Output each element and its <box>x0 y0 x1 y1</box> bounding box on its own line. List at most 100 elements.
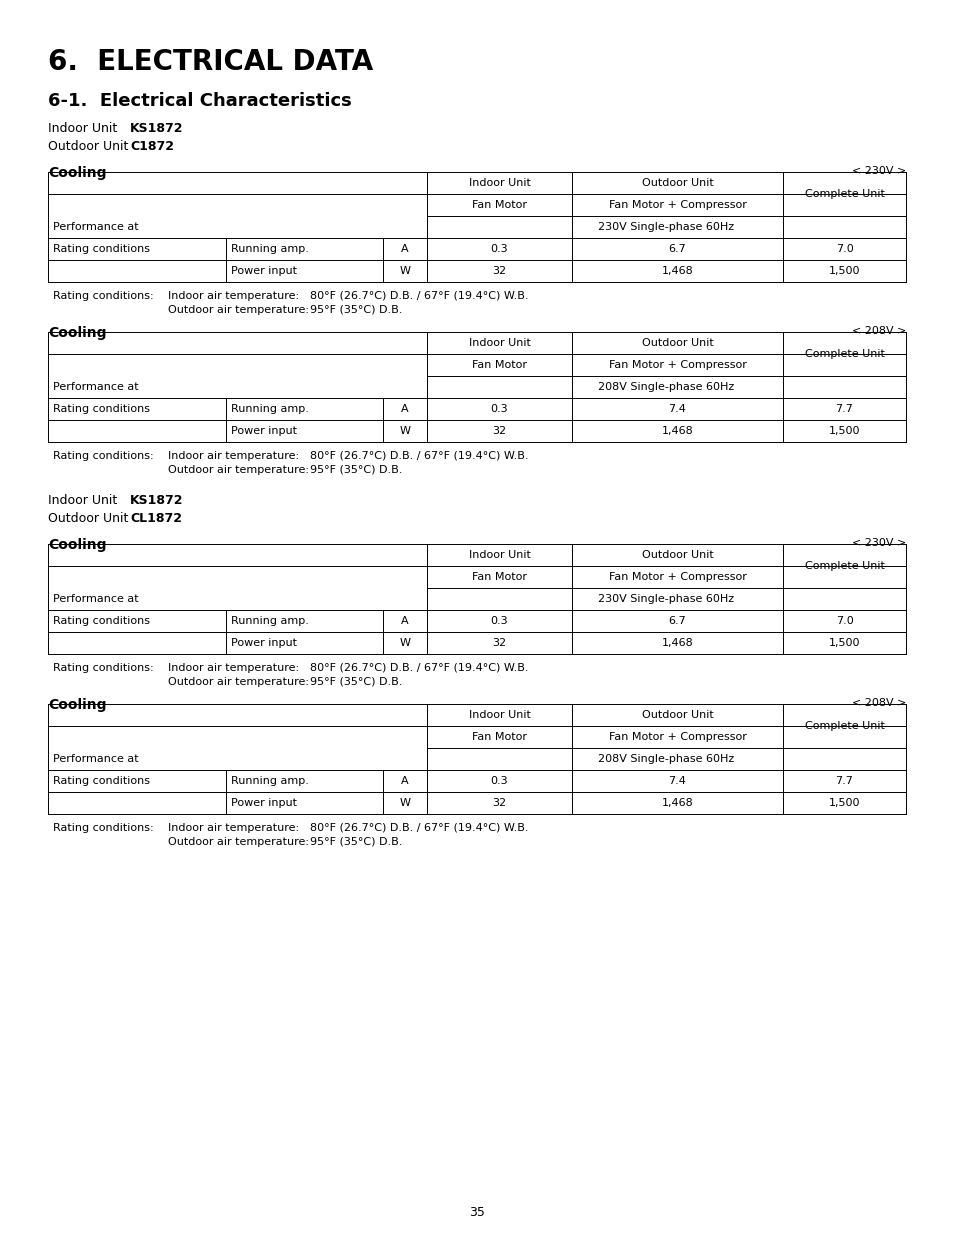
Text: Fan Motor + Compressor: Fan Motor + Compressor <box>608 359 745 370</box>
Text: KS1872: KS1872 <box>130 122 183 135</box>
Text: W: W <box>399 426 410 436</box>
Text: Rating conditions: Rating conditions <box>53 776 150 785</box>
Text: 1,500: 1,500 <box>828 426 860 436</box>
Text: KS1872: KS1872 <box>130 494 183 508</box>
Text: Running amp.: Running amp. <box>231 616 309 626</box>
Text: Rating conditions: Rating conditions <box>53 404 150 414</box>
Text: 80°F (26.7°C) D.B. / 67°F (19.4°C) W.B.: 80°F (26.7°C) D.B. / 67°F (19.4°C) W.B. <box>310 451 528 461</box>
Text: 208V Single-phase 60Hz: 208V Single-phase 60Hz <box>598 382 734 391</box>
Text: 1,468: 1,468 <box>661 266 693 275</box>
Text: Running amp.: Running amp. <box>231 245 309 254</box>
Text: Outdoor Unit: Outdoor Unit <box>641 710 713 720</box>
Text: 7.0: 7.0 <box>835 245 853 254</box>
Text: Outdoor Unit: Outdoor Unit <box>641 338 713 348</box>
Text: Complete Unit: Complete Unit <box>803 189 883 199</box>
Text: 0.3: 0.3 <box>490 776 508 785</box>
Text: Running amp.: Running amp. <box>231 776 309 785</box>
Text: A: A <box>401 245 409 254</box>
Text: Power input: Power input <box>231 798 296 808</box>
Text: Performance at: Performance at <box>53 222 138 232</box>
Text: Power input: Power input <box>231 638 296 648</box>
Text: Complete Unit: Complete Unit <box>803 350 883 359</box>
Text: < 208V >: < 208V > <box>851 326 905 336</box>
Text: Fan Motor + Compressor: Fan Motor + Compressor <box>608 732 745 742</box>
Text: 80°F (26.7°C) D.B. / 67°F (19.4°C) W.B.: 80°F (26.7°C) D.B. / 67°F (19.4°C) W.B. <box>310 663 528 673</box>
Text: 0.3: 0.3 <box>490 616 508 626</box>
Text: Rating conditions: Rating conditions <box>53 616 150 626</box>
Text: Rating conditions: Rating conditions <box>53 245 150 254</box>
Text: Cooling: Cooling <box>48 538 107 552</box>
Text: 1,500: 1,500 <box>828 638 860 648</box>
Text: Outdoor air temperature:: Outdoor air temperature: <box>168 677 309 687</box>
Text: 1,468: 1,468 <box>661 798 693 808</box>
Text: 95°F (35°C) D.B.: 95°F (35°C) D.B. <box>310 305 402 315</box>
Text: Cooling: Cooling <box>48 698 107 713</box>
Text: Indoor air temperature:: Indoor air temperature: <box>168 291 299 301</box>
Text: A: A <box>401 404 409 414</box>
Text: Indoor air temperature:: Indoor air temperature: <box>168 823 299 832</box>
Text: 32: 32 <box>492 638 506 648</box>
Text: Fan Motor + Compressor: Fan Motor + Compressor <box>608 572 745 582</box>
Text: 7.0: 7.0 <box>835 616 853 626</box>
Text: 35: 35 <box>469 1207 484 1219</box>
Text: < 208V >: < 208V > <box>851 698 905 708</box>
Text: 95°F (35°C) D.B.: 95°F (35°C) D.B. <box>310 837 402 847</box>
Text: Indoor Unit: Indoor Unit <box>468 550 530 559</box>
Text: Running amp.: Running amp. <box>231 404 309 414</box>
Text: 95°F (35°C) D.B.: 95°F (35°C) D.B. <box>310 466 402 475</box>
Text: Outdoor Unit: Outdoor Unit <box>48 513 129 525</box>
Text: C1872: C1872 <box>130 140 173 153</box>
Text: 6.7: 6.7 <box>668 245 685 254</box>
Text: Cooling: Cooling <box>48 326 107 340</box>
Text: W: W <box>399 266 410 275</box>
Text: 80°F (26.7°C) D.B. / 67°F (19.4°C) W.B.: 80°F (26.7°C) D.B. / 67°F (19.4°C) W.B. <box>310 291 528 301</box>
Text: Indoor Unit: Indoor Unit <box>468 710 530 720</box>
Text: 6-1.  Electrical Characteristics: 6-1. Electrical Characteristics <box>48 91 352 110</box>
Text: 0.3: 0.3 <box>490 245 508 254</box>
Text: 80°F (26.7°C) D.B. / 67°F (19.4°C) W.B.: 80°F (26.7°C) D.B. / 67°F (19.4°C) W.B. <box>310 823 528 832</box>
Text: 6.7: 6.7 <box>668 616 685 626</box>
Text: 1,500: 1,500 <box>828 798 860 808</box>
Text: 208V Single-phase 60Hz: 208V Single-phase 60Hz <box>598 755 734 764</box>
Text: 1,468: 1,468 <box>661 638 693 648</box>
Text: W: W <box>399 798 410 808</box>
Text: 32: 32 <box>492 426 506 436</box>
Text: Outdoor Unit: Outdoor Unit <box>641 178 713 188</box>
Text: 230V Single-phase 60Hz: 230V Single-phase 60Hz <box>598 222 734 232</box>
Text: 1,468: 1,468 <box>661 426 693 436</box>
Text: CL1872: CL1872 <box>130 513 182 525</box>
Text: 0.3: 0.3 <box>490 404 508 414</box>
Text: Outdoor Unit: Outdoor Unit <box>48 140 129 153</box>
Text: Rating conditions:: Rating conditions: <box>53 823 153 832</box>
Text: 1,500: 1,500 <box>828 266 860 275</box>
Text: < 230V >: < 230V > <box>851 538 905 548</box>
Text: Fan Motor: Fan Motor <box>472 732 526 742</box>
Text: 32: 32 <box>492 798 506 808</box>
Text: 7.4: 7.4 <box>668 776 686 785</box>
Text: Complete Unit: Complete Unit <box>803 561 883 571</box>
Text: W: W <box>399 638 410 648</box>
Text: Outdoor Unit: Outdoor Unit <box>641 550 713 559</box>
Text: Indoor air temperature:: Indoor air temperature: <box>168 451 299 461</box>
Text: 7.4: 7.4 <box>668 404 686 414</box>
Text: Fan Motor: Fan Motor <box>472 572 526 582</box>
Text: Fan Motor + Compressor: Fan Motor + Compressor <box>608 200 745 210</box>
Text: 7.7: 7.7 <box>835 404 853 414</box>
Text: Rating conditions:: Rating conditions: <box>53 291 153 301</box>
Text: Indoor Unit: Indoor Unit <box>48 494 117 508</box>
Text: 230V Single-phase 60Hz: 230V Single-phase 60Hz <box>598 594 734 604</box>
Text: Indoor Unit: Indoor Unit <box>48 122 117 135</box>
Text: Performance at: Performance at <box>53 755 138 764</box>
Text: 32: 32 <box>492 266 506 275</box>
Text: Performance at: Performance at <box>53 594 138 604</box>
Text: A: A <box>401 616 409 626</box>
Text: Rating conditions:: Rating conditions: <box>53 663 153 673</box>
Text: Fan Motor: Fan Motor <box>472 359 526 370</box>
Text: Fan Motor: Fan Motor <box>472 200 526 210</box>
Text: < 230V >: < 230V > <box>851 165 905 177</box>
Text: Indoor Unit: Indoor Unit <box>468 338 530 348</box>
Text: Cooling: Cooling <box>48 165 107 180</box>
Text: Outdoor air temperature:: Outdoor air temperature: <box>168 466 309 475</box>
Text: Outdoor air temperature:: Outdoor air temperature: <box>168 837 309 847</box>
Text: Performance at: Performance at <box>53 382 138 391</box>
